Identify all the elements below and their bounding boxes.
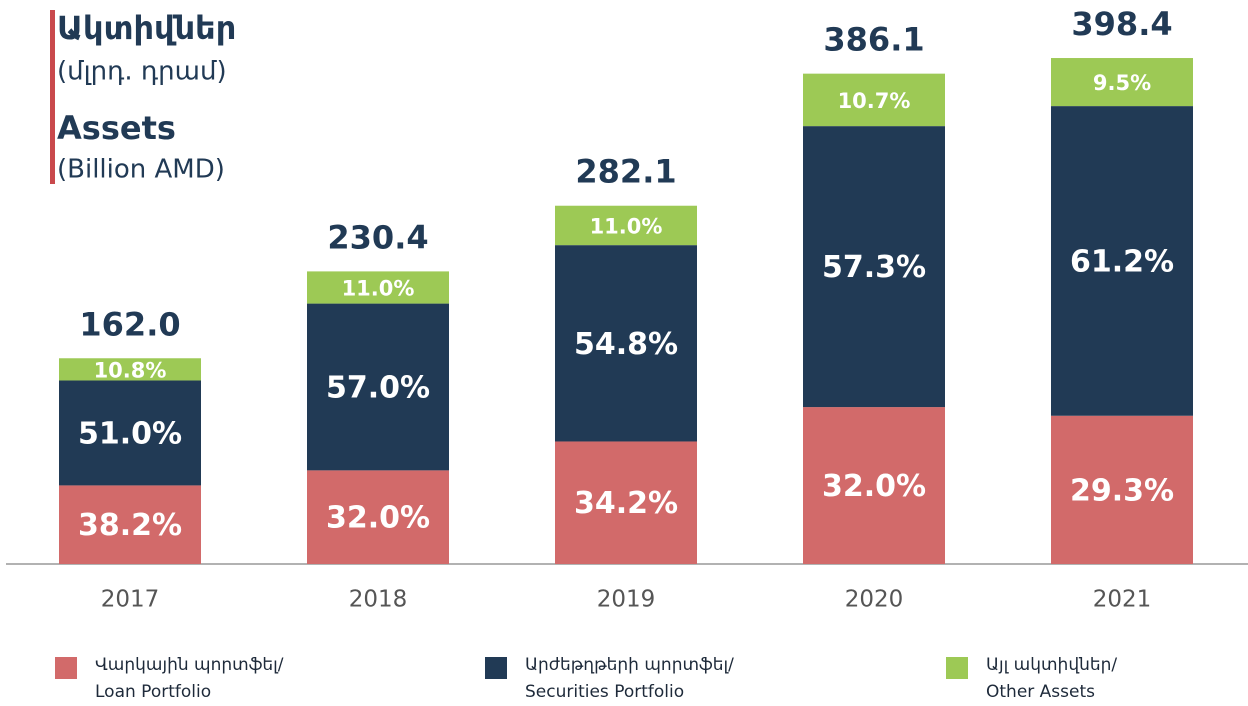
bar-segment [555, 441, 697, 564]
bar-segment [803, 407, 945, 564]
segment-label: 32.0% [326, 501, 430, 536]
accent-bar [50, 10, 55, 184]
segment-label: 54.8% [574, 327, 678, 362]
legend-label: Այլ ակտիվներ/ Other Assets [986, 655, 1118, 702]
x-tick-label: 2019 [597, 587, 656, 613]
segment-label: 10.7% [838, 89, 911, 113]
chart-subtitle: (մլրդ. դրամ) [57, 57, 227, 87]
legend-swatch [946, 657, 968, 679]
segment-label: 29.3% [1070, 473, 1174, 508]
bar-segment [1051, 58, 1193, 107]
bar-segment [555, 245, 697, 442]
x-tick-label: 2017 [101, 587, 160, 613]
segment-label: 51.0% [78, 416, 182, 451]
bar-segment [307, 470, 449, 564]
segment-label: 11.0% [342, 276, 415, 300]
legend-label: Վարկային պորտֆել/ Loan Portfolio [95, 655, 284, 702]
segment-label: 61.2% [1070, 244, 1174, 279]
legend-swatch [485, 657, 507, 679]
segment-label: 38.2% [78, 508, 182, 543]
segment-label: 10.8% [94, 358, 167, 382]
x-tick-label: 2021 [1093, 587, 1152, 613]
bar-segment [1051, 415, 1193, 564]
bar-segment [1051, 106, 1193, 416]
legend-swatch [55, 657, 77, 679]
bar-segment [555, 205, 697, 246]
segment-label: 11.0% [590, 214, 663, 238]
bar-segment [307, 303, 449, 471]
chart-subtitle-en: (Billion AMD) [57, 155, 225, 185]
segment-label: 57.3% [822, 250, 926, 285]
total-label: 162.0 [79, 305, 180, 343]
bar-segment [307, 271, 449, 304]
legend-label: Արժեթղթերի պորտֆել/ Securities Portfolio [525, 655, 734, 702]
total-label: 282.1 [575, 153, 676, 191]
x-tick-label: 2020 [845, 587, 904, 613]
bar-segment [803, 73, 945, 127]
total-label: 398.4 [1071, 5, 1172, 43]
segment-label: 32.0% [822, 469, 926, 504]
total-label: 386.1 [823, 21, 924, 59]
segment-label: 9.5% [1093, 71, 1151, 95]
segment-label: 34.2% [574, 486, 678, 521]
x-tick-label: 2018 [349, 587, 408, 613]
bar-segment [59, 485, 201, 564]
bar-segment [59, 358, 201, 381]
total-label: 230.4 [327, 218, 428, 256]
bar-segment [803, 126, 945, 408]
chart-title-en: Assets [57, 109, 176, 147]
bar-segment [59, 380, 201, 486]
chart-title: Ակտիվներ [57, 9, 236, 47]
segment-label: 57.0% [326, 370, 430, 405]
